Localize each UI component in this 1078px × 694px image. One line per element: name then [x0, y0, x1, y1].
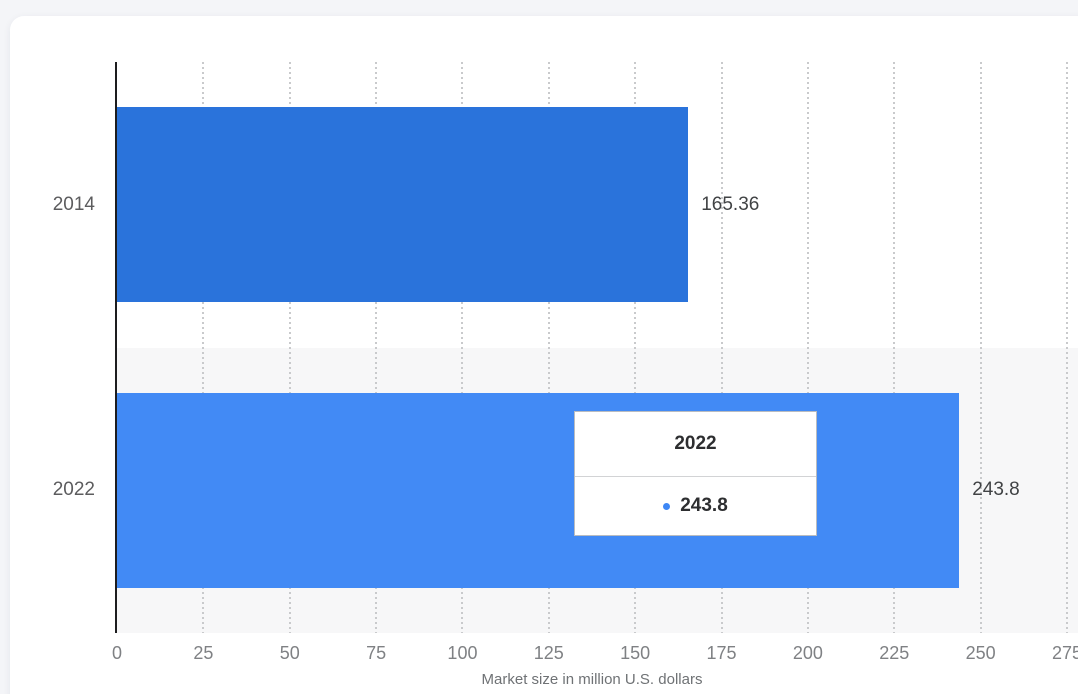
category-label-2022: 2022 [52, 479, 95, 501]
x-tick-label-150: 150 [620, 643, 651, 663]
x-axis-title: Market size in million U.S. dollars [481, 671, 703, 688]
gridline-x-250 [979, 62, 982, 633]
x-tick-label-225: 225 [879, 643, 910, 663]
bar-value-label-2014: 165.36 [701, 193, 760, 215]
bar-value-label-2022: 243.8 [972, 479, 1020, 501]
gridline-x-75 [375, 62, 378, 633]
x-tick-label-250: 250 [965, 643, 996, 663]
gridline-x-25 [202, 62, 205, 633]
x-tick-label-75: 75 [366, 643, 387, 663]
tooltip-title: 2022 [575, 412, 816, 477]
gridline-x-175 [720, 62, 723, 633]
bar-2014[interactable] [117, 107, 689, 303]
gridline-x-100 [461, 62, 464, 633]
x-tick-label-100: 100 [447, 643, 478, 663]
gridline-x-125 [547, 62, 550, 633]
category-label-2014: 2014 [52, 193, 95, 215]
x-tick-label-25: 25 [193, 643, 214, 663]
gridline-x-200 [806, 62, 809, 633]
gridline-x-225 [893, 62, 896, 633]
tooltip-value: 243.8 [680, 495, 728, 516]
x-tick-label-125: 125 [533, 643, 564, 663]
x-tick-label-275: 275 [1051, 643, 1078, 663]
series-marker-dot [663, 502, 671, 510]
x-tick-label-175: 175 [706, 643, 737, 663]
x-tick-label-0: 0 [111, 643, 123, 663]
gridline-x-150 [634, 62, 637, 633]
gridline-x-275 [1066, 62, 1068, 633]
tooltip: 2022 243.8 [574, 411, 817, 536]
x-tick-label-50: 50 [279, 643, 300, 663]
gridline-x-50 [288, 62, 291, 633]
x-tick-label-200: 200 [792, 643, 823, 663]
y-axis-line [115, 62, 117, 633]
tooltip-value-row: 243.8 [575, 477, 816, 535]
bar-2022[interactable] [117, 392, 960, 588]
